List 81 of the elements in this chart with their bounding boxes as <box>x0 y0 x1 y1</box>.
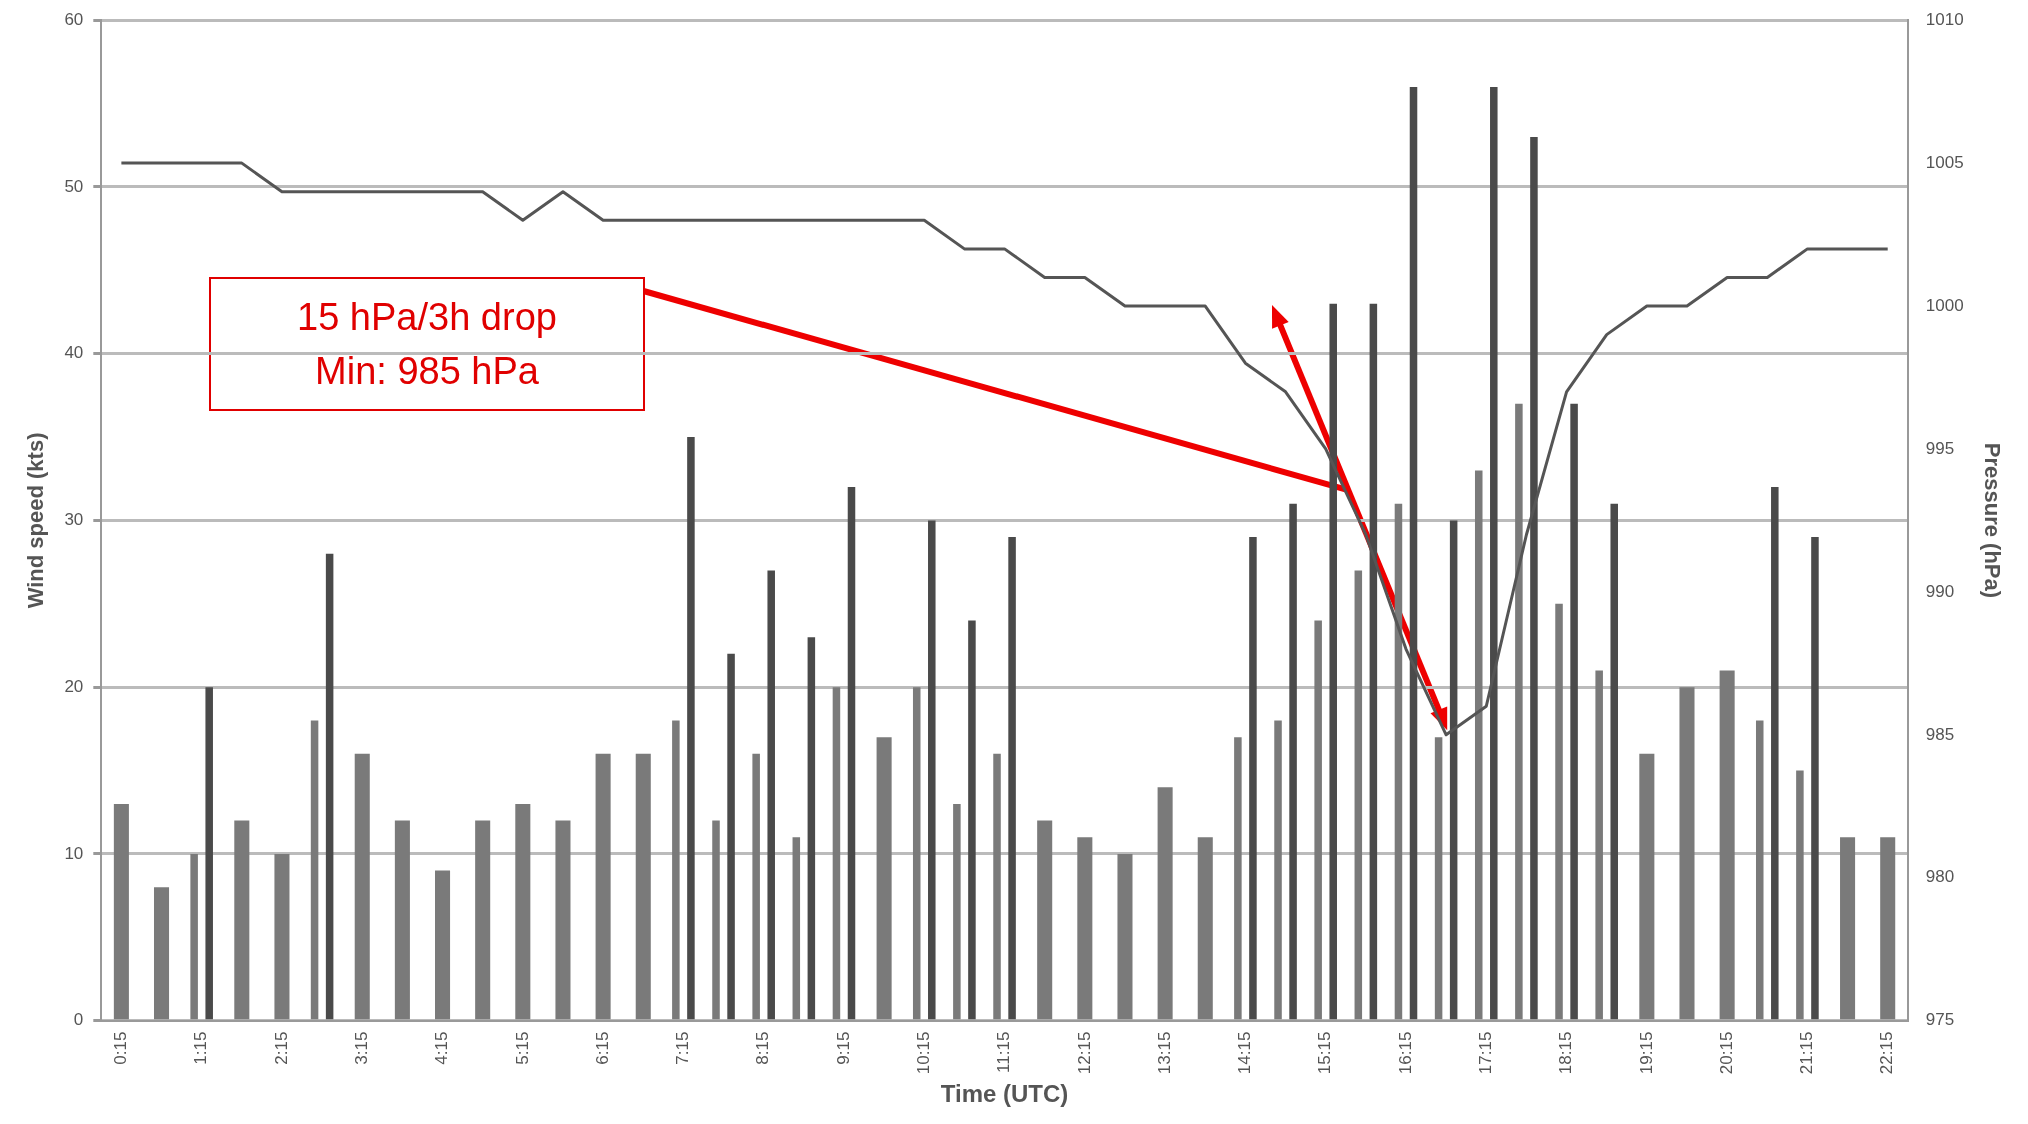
x-tick-label: 22:15 <box>1877 1031 1897 1075</box>
bar <box>354 753 370 1020</box>
x-tick-label: 0:15 <box>111 1031 131 1065</box>
bar <box>325 553 334 1020</box>
x-tick-label: 14:15 <box>1235 1031 1255 1075</box>
bar <box>1289 503 1297 1020</box>
y2-axis-title: Pressure (hPa) <box>1979 442 2005 599</box>
bar <box>113 803 129 1020</box>
bar <box>274 853 290 1020</box>
bar <box>1610 503 1618 1020</box>
x-tick-label: 1:15 <box>191 1031 211 1065</box>
x-tick-label: 19:15 <box>1636 1031 1656 1075</box>
bar <box>234 820 250 1020</box>
x-tick-label: 18:15 <box>1556 1031 1576 1075</box>
bar <box>1117 853 1133 1020</box>
bar <box>394 820 410 1020</box>
y-tick-label: 0 <box>73 1010 84 1030</box>
bar <box>1840 837 1856 1020</box>
y2-tick-label: 1010 <box>1925 9 1964 29</box>
x-tick-label: 2:15 <box>271 1031 291 1065</box>
y-axis-title: Wind speed (kts) <box>23 432 49 609</box>
bar <box>767 570 775 1020</box>
y-tick-label: 20 <box>64 676 84 696</box>
bar <box>1719 670 1735 1020</box>
y2-tick-label: 1005 <box>1925 152 1964 172</box>
bar <box>475 820 491 1020</box>
bar <box>435 870 451 1020</box>
y2-tick-label: 990 <box>1925 581 1955 601</box>
x-tick-label: 15:15 <box>1315 1031 1335 1075</box>
x-tick-label: 9:15 <box>833 1031 853 1065</box>
y2-tick-label: 980 <box>1925 867 1955 887</box>
bar <box>1880 837 1896 1020</box>
y2-tick-label: 1000 <box>1925 295 1964 315</box>
y-tick-label: 60 <box>64 9 84 29</box>
callout-box: 15 hPa/3h drop Min: 985 hPa <box>209 277 645 411</box>
bar <box>847 487 856 1020</box>
y2-tick-label: 985 <box>1925 724 1955 744</box>
bar <box>1639 753 1655 1020</box>
bar <box>154 887 170 1020</box>
bar <box>928 520 936 1020</box>
y2-tick-label: 975 <box>1925 1010 1955 1030</box>
x-tick-label: 20:15 <box>1716 1031 1736 1075</box>
x-tick-label: 7:15 <box>673 1031 693 1065</box>
bar <box>1771 487 1779 1020</box>
bar <box>205 687 213 1020</box>
bar <box>1197 837 1213 1020</box>
bar <box>555 820 571 1020</box>
bar <box>876 737 892 1020</box>
bar <box>727 653 735 1020</box>
bar <box>635 753 651 1020</box>
x-tick-label: 11:15 <box>994 1031 1014 1073</box>
y-tick-label: 30 <box>64 510 84 530</box>
bar <box>1570 403 1578 1020</box>
x-tick-label: 17:15 <box>1475 1031 1495 1075</box>
x-tick-label: 4:15 <box>432 1031 452 1065</box>
x-tick-label: 3:15 <box>351 1031 371 1065</box>
bar <box>1037 820 1053 1020</box>
x-tick-label: 10:15 <box>913 1031 933 1075</box>
bar <box>687 437 695 1020</box>
y2-tick-label: 995 <box>1925 438 1955 458</box>
bar <box>968 620 976 1020</box>
x-axis-title: Time (UTC) <box>940 1080 1069 1108</box>
y-tick-label: 40 <box>64 343 84 363</box>
x-tick-label: 8:15 <box>753 1031 773 1065</box>
bar <box>1249 537 1257 1020</box>
x-tick-label: 12:15 <box>1074 1031 1094 1075</box>
x-tick-label: 16:15 <box>1395 1031 1415 1075</box>
bar <box>807 637 816 1020</box>
y-tick-label: 10 <box>64 843 84 863</box>
bar <box>1008 537 1016 1020</box>
y-tick-label: 50 <box>64 176 84 196</box>
bar <box>1077 837 1093 1020</box>
x-tick-label: 13:15 <box>1154 1031 1174 1075</box>
x-tick-label: 5:15 <box>512 1031 532 1065</box>
x-tick-label: 21:15 <box>1797 1031 1817 1075</box>
bar <box>1811 537 1819 1020</box>
bar <box>1679 687 1695 1020</box>
bar <box>515 803 531 1020</box>
bar <box>595 753 611 1020</box>
x-tick-label: 6:15 <box>592 1031 612 1065</box>
bar <box>1157 787 1173 1020</box>
